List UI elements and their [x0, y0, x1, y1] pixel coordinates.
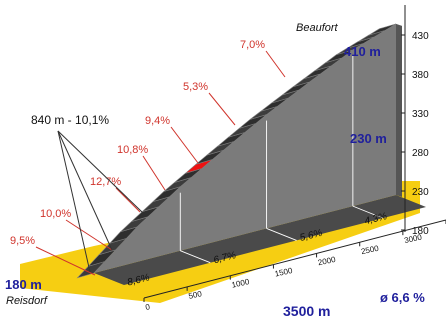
elevation-tick-label: 180 [412, 226, 429, 237]
distance-tick-label: 0 [145, 302, 152, 312]
segment-gradient-label: 7,0% [240, 39, 265, 51]
profile-wall [94, 23, 396, 274]
average-gradient-label: ø 6,6 % [380, 290, 425, 305]
end-elevation-label: 410 m [344, 44, 381, 59]
total-distance-label: 3500 m [283, 303, 330, 319]
elevation-tick-label: 330 [412, 109, 429, 120]
ground-divider [180, 250, 211, 264]
max-segment-leader [57, 130, 91, 273]
start-elevation-label: 180 m [5, 277, 42, 292]
road-segment [368, 23, 397, 36]
ground-divider [266, 228, 297, 241]
segment-gradient-label: 12,7% [90, 176, 121, 188]
gradient-leader [142, 155, 166, 191]
gradient-leader [115, 187, 141, 213]
elevation-tick-label: 380 [412, 70, 429, 81]
section-gradient-label: 6,7% [212, 250, 237, 266]
distance-axis [143, 219, 446, 299]
gradient-leader [35, 246, 96, 276]
max-segment-label: 840 m - 10,1% [31, 113, 109, 127]
wall-end [396, 23, 402, 198]
segment-gradient-label: 5,3% [183, 81, 208, 93]
distance-tick-label: 2000 [317, 255, 337, 268]
segment-gradient-label: 10,0% [40, 208, 71, 220]
segment-gradient-label: 9,4% [145, 115, 170, 127]
gradient-leader [170, 126, 199, 164]
gradient-leader [265, 50, 286, 78]
distance-tick-label: 1000 [231, 277, 251, 290]
segment-gradient-label: 10,8% [117, 144, 148, 156]
distance-tick-label: 500 [188, 289, 203, 301]
ground-divider [352, 205, 384, 219]
distance-tick-label: 3000 [403, 232, 423, 245]
max-segment-leader [57, 130, 113, 251]
max-segment-leader [57, 130, 143, 213]
section-gradient-label: 8,6% [126, 272, 151, 288]
elevation-tick-label: 430 [412, 31, 429, 42]
distance-tick-label: 2500 [360, 244, 380, 257]
segment-gradient-label: 9,5% [10, 235, 35, 247]
end-place-label: Beaufort [296, 22, 339, 34]
distance-tick-label: 1500 [274, 266, 294, 279]
gradient-leader [65, 219, 113, 251]
elevation-tick-label: 230 [412, 187, 429, 198]
gain-label: 230 m [350, 131, 387, 146]
elevation-tick-label: 280 [412, 148, 429, 159]
start-place-label: Reisdorf [6, 295, 48, 307]
ground-shadow [94, 195, 426, 285]
section-gradient-label: 4,3% [363, 211, 388, 227]
section-gradient-label: 5,6% [299, 228, 324, 244]
gradient-leader [208, 92, 236, 126]
